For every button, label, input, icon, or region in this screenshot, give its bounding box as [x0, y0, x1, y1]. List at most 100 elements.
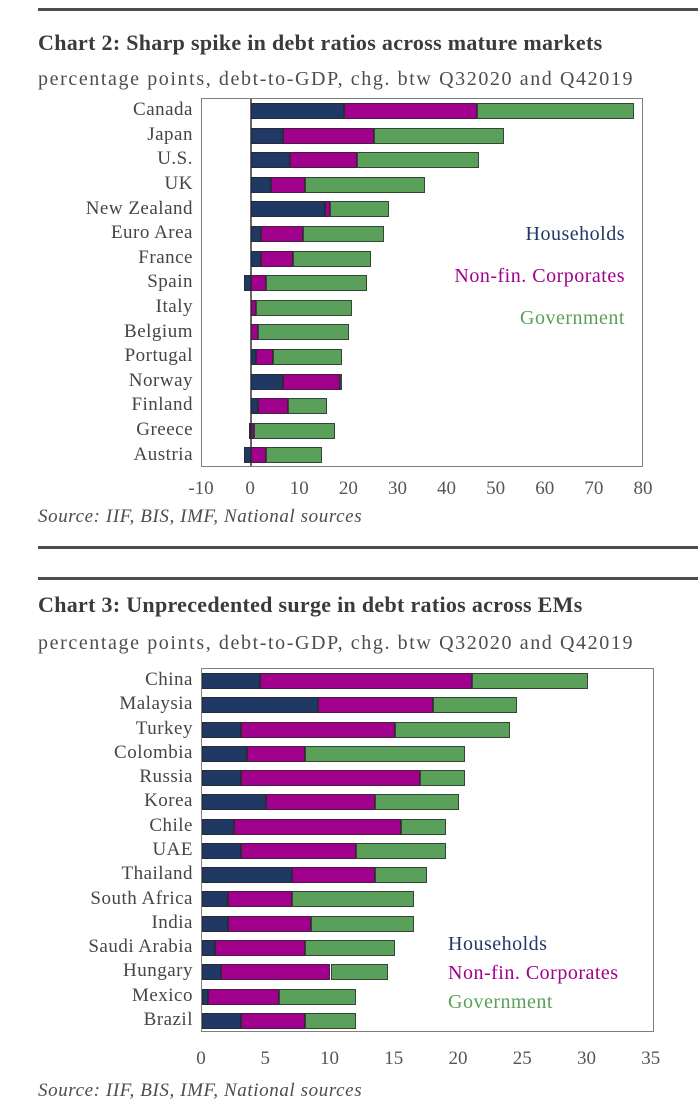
category-label: Portugal [124, 345, 193, 367]
bar-row [202, 127, 642, 144]
legend-item-non-fin-corporates: Non-fin. Corporates [454, 265, 625, 287]
bar-row [202, 891, 653, 908]
bar-segment-households [251, 201, 325, 218]
bar-segment-households [202, 964, 222, 981]
chart3-subtitle: percentage points, debt-to-GDP, chg. btw… [38, 632, 635, 654]
bar-segment-government [311, 915, 415, 932]
bar-row [202, 250, 642, 267]
bar-segment-non-fin-corporates [258, 398, 288, 415]
bar-segment-non-fin-corporates [246, 745, 305, 762]
bar-segment-government [292, 250, 372, 267]
category-label: Norway [128, 369, 193, 391]
bar-segment-government [433, 697, 517, 714]
bar-segment-households [202, 842, 241, 859]
bar-segment-government [265, 275, 367, 292]
bar-row [202, 201, 642, 218]
legend-item-households: Households [525, 223, 625, 245]
bar-segment-government [258, 324, 350, 341]
category-label: Brazil [143, 1008, 193, 1030]
bar-segment-non-fin-corporates [259, 673, 472, 689]
legend-item-non-fin-corporates: Non-fin. Corporates [448, 962, 619, 984]
bar-segment-government [401, 818, 447, 835]
bar-segment-government [291, 891, 415, 908]
bar-segment-households [243, 447, 252, 464]
bar-row [202, 697, 653, 714]
bar-segment-non-fin-corporates [251, 299, 257, 316]
bar-segment-government [375, 794, 460, 811]
chart2-category-labels: Canada Japan U.S. UK New Zealand Euro Area Fra… [0, 98, 193, 467]
category-label: Chile [149, 814, 193, 836]
bar-segment-households [202, 673, 260, 689]
bar-row [202, 818, 653, 835]
bar-segment-households [202, 818, 235, 835]
bar-segment-households [202, 939, 215, 956]
bar-segment-non-fin-corporates [256, 349, 274, 365]
bar-segment-households [248, 422, 252, 439]
bar-row [202, 324, 642, 341]
bar-segment-government [304, 745, 466, 762]
tick-label: 0 [196, 1048, 206, 1069]
bar-segment-government [394, 721, 511, 738]
category-label: France [138, 246, 193, 268]
bar-segment-non-fin-corporates [283, 373, 340, 390]
bar-segment-non-fin-corporates [227, 891, 292, 908]
legend-item-government: Government [448, 991, 553, 1013]
bar-segment-households [202, 867, 292, 884]
category-label: Japan [147, 123, 193, 145]
tick-label: 10 [289, 478, 309, 499]
bar-segment-non-fin-corporates [240, 842, 357, 859]
category-label: UAE [152, 838, 193, 860]
chart2-title: Chart 2: Sharp spike in debt ratios acro… [38, 30, 603, 55]
bar-segment-non-fin-corporates [270, 176, 306, 193]
bar-segment-non-fin-corporates [260, 226, 303, 242]
bar-row [202, 939, 653, 956]
bar-segment-government [477, 103, 635, 119]
tick-label: 20 [448, 1048, 468, 1069]
category-label: India [151, 911, 193, 933]
bar-segment-households [202, 891, 228, 908]
bar-segment-non-fin-corporates [344, 103, 478, 119]
bar-segment-non-fin-corporates [260, 250, 293, 267]
bar-row [202, 349, 642, 365]
bar-row [202, 398, 642, 415]
bar-row [202, 915, 653, 932]
category-label: Austria [133, 443, 193, 465]
bar-row [202, 103, 642, 119]
bar-segment-households [202, 988, 209, 1005]
chart2-subtitle: percentage points, debt-to-GDP, chg. btw… [38, 68, 635, 90]
bar-segment-households [202, 721, 241, 738]
chart3-title: Chart 3: Unprecedented surge in debt rat… [38, 592, 583, 617]
tick-label: 50 [486, 478, 506, 499]
category-label: Saudi Arabia [88, 936, 193, 958]
tick-label: 70 [584, 478, 604, 499]
bar-segment-non-fin-corporates [317, 697, 434, 714]
bar-segment-households [202, 697, 318, 714]
bar-segment-non-fin-corporates [251, 324, 259, 341]
bar-segment-non-fin-corporates [251, 447, 266, 464]
bar-row [202, 867, 653, 884]
bar-segment-non-fin-corporates [240, 1012, 305, 1029]
category-label: Belgium [124, 320, 193, 342]
bar-segment-households [202, 745, 247, 762]
category-label: Turkey [135, 717, 193, 739]
tick-label: 10 [320, 1048, 339, 1069]
chart3-x-axis-ticks: 0 5 10 15 20 25 30 35 [0, 1048, 700, 1072]
category-label: Thailand [121, 863, 193, 885]
category-label: Spain [147, 271, 193, 293]
category-label: Euro Area [110, 222, 193, 244]
bar-segment-households [251, 127, 284, 144]
bar-segment-non-fin-corporates [283, 127, 374, 144]
chart2-x-axis-ticks: -10 0 10 20 30 40 50 60 70 80 [0, 478, 700, 502]
divider-rule-bottom-chart2 [38, 546, 698, 549]
bar-segment-households [202, 1012, 241, 1029]
bar-row [202, 152, 642, 169]
category-label: Italy [155, 296, 193, 318]
bar-segment-non-fin-corporates [291, 867, 376, 884]
chart2-source-note: Source: IIF, BIS, IMF, National sources [38, 506, 363, 527]
tick-label: 5 [260, 1048, 271, 1069]
bar-segment-households [251, 250, 261, 267]
legend-item-households: Households [448, 933, 548, 955]
bar-segment-households [251, 226, 261, 242]
bar-segment-government [253, 422, 335, 439]
tick-label: 40 [437, 478, 457, 499]
